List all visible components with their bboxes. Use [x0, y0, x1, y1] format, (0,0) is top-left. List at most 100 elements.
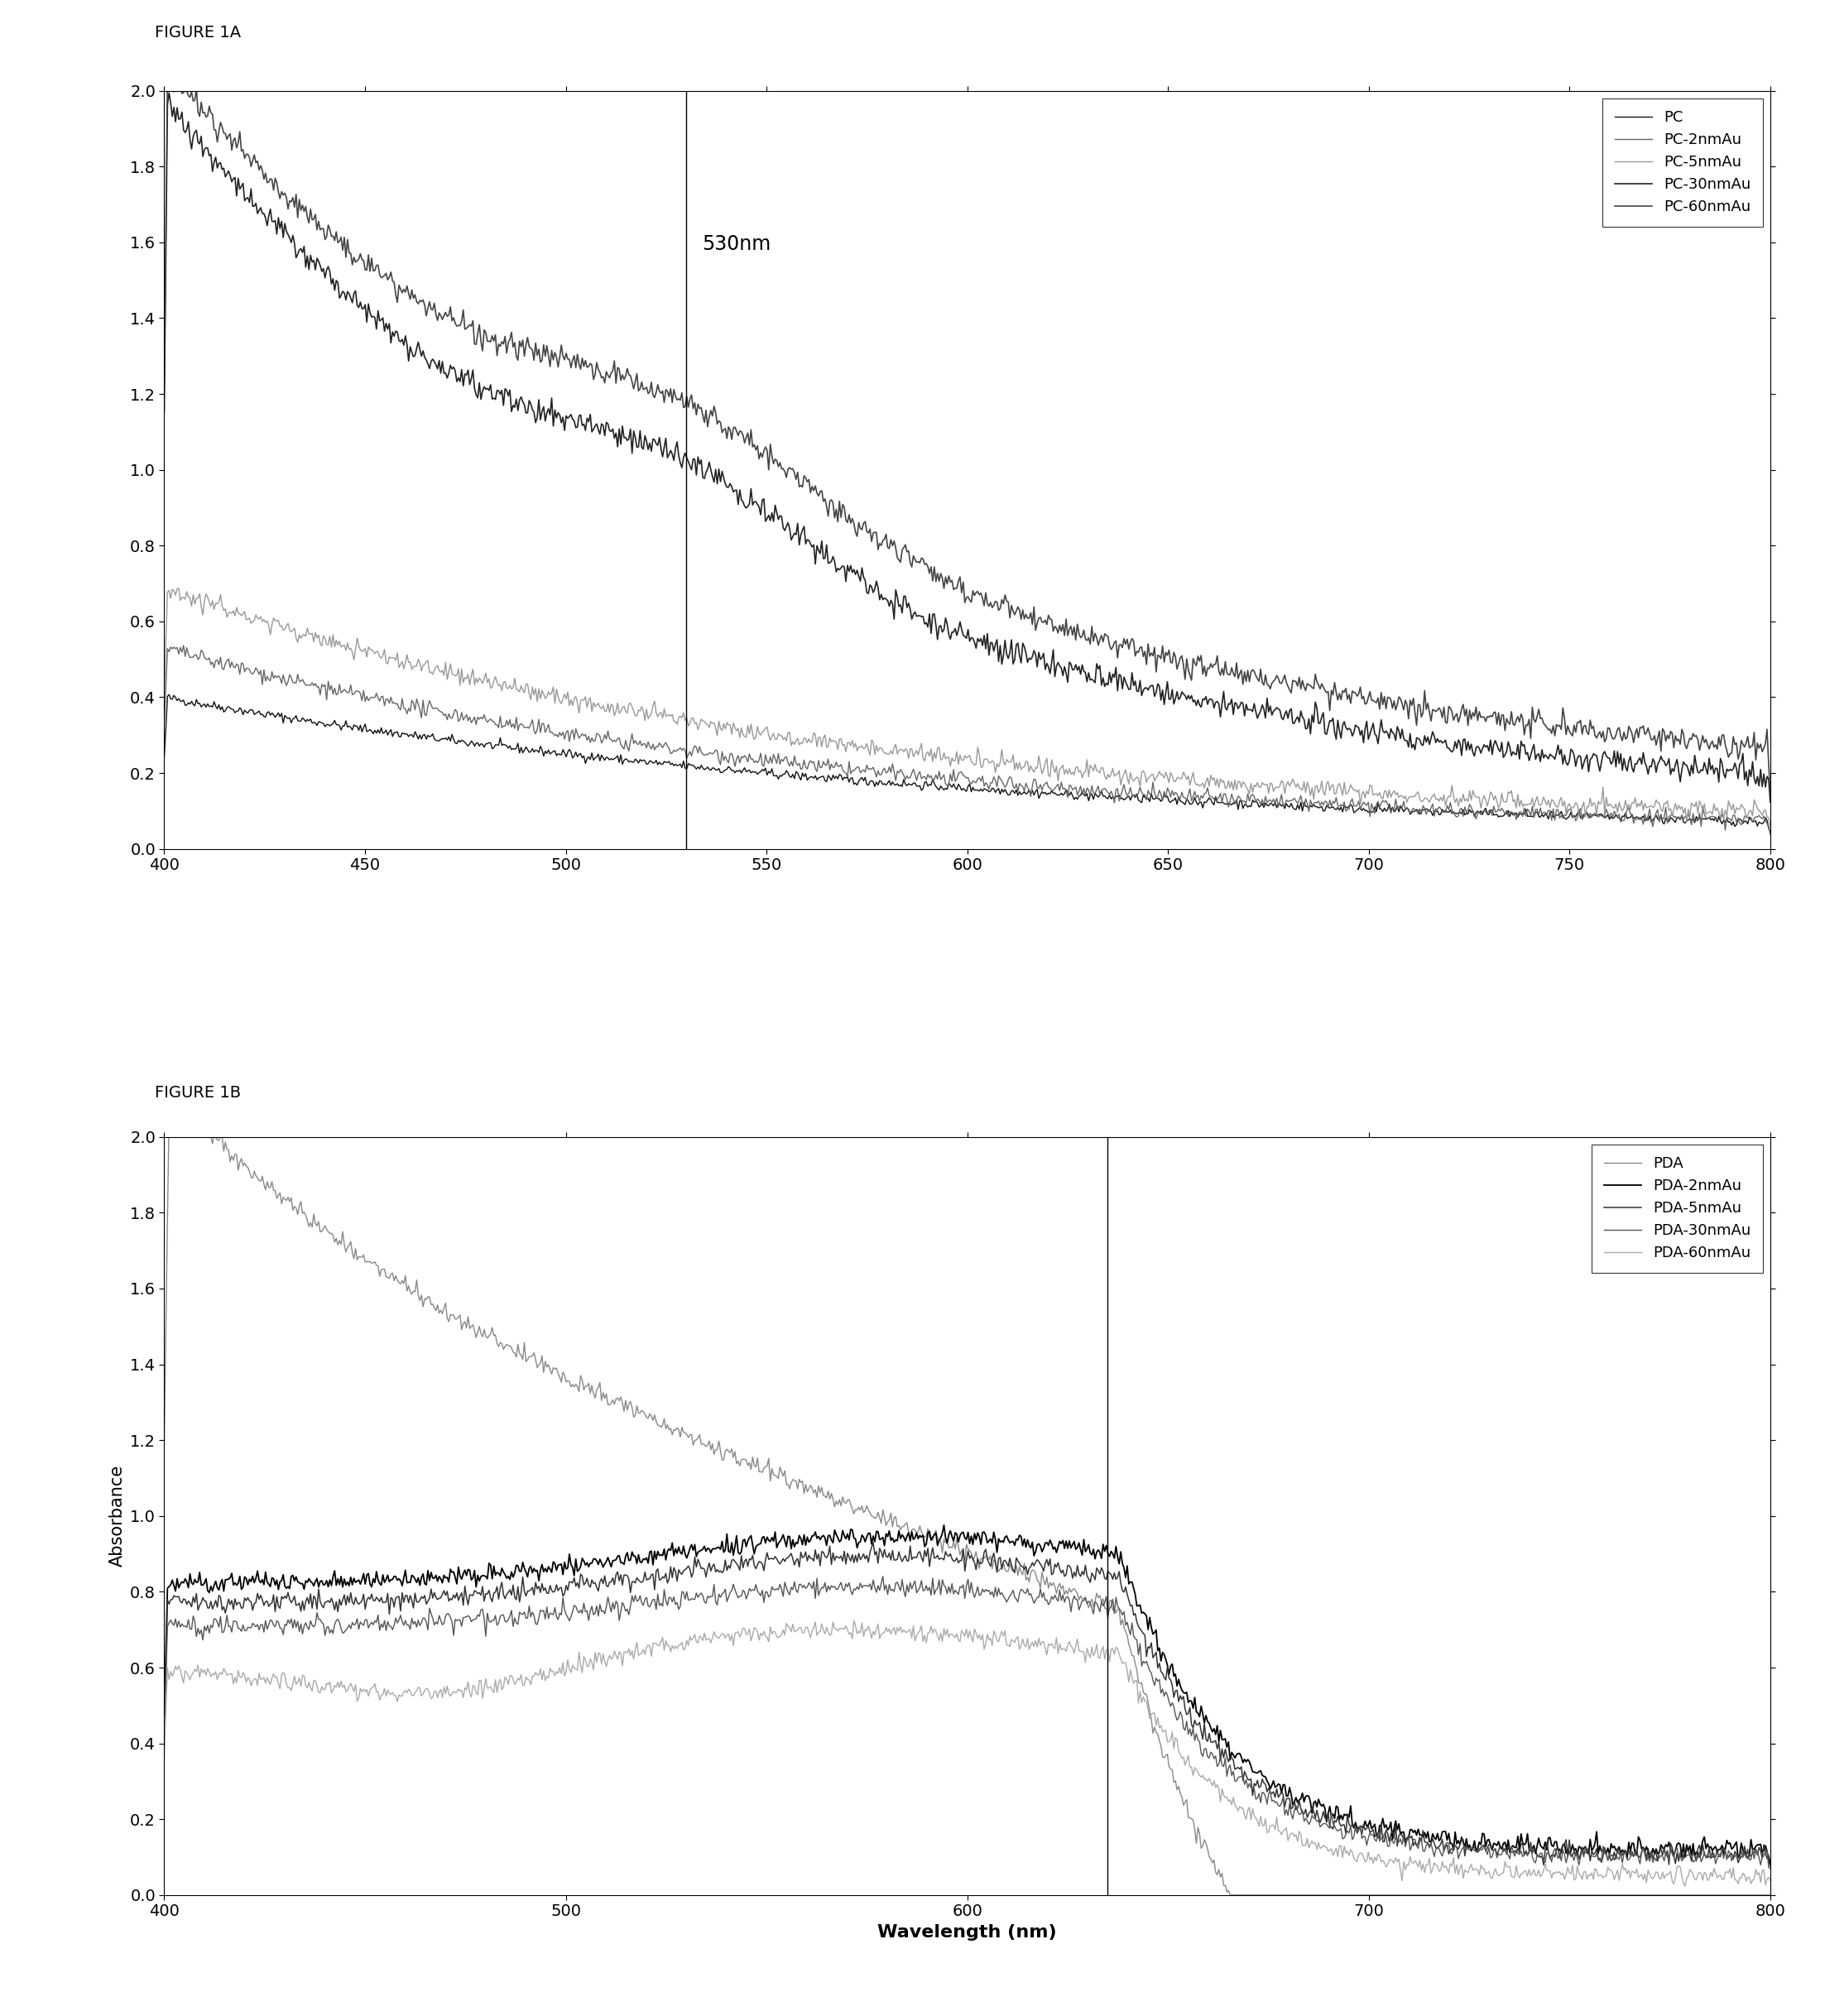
- PDA: [1759, 1883, 1781, 1907]
- PC-60nmAu: [319, 218, 341, 242]
- PDA: [159, 1107, 181, 1131]
- PDA-2nmAu: [1436, 1829, 1458, 1853]
- PC: [861, 770, 883, 794]
- PC-30nmAu: [805, 552, 827, 577]
- PDA-5nmAu: [1407, 1831, 1429, 1855]
- Y-axis label: Absorbance: Absorbance: [109, 1466, 126, 1566]
- PDA-5nmAu: [1257, 1776, 1279, 1800]
- PC-2nmAu: [861, 756, 883, 780]
- PDA-2nmAu: [1407, 1816, 1429, 1841]
- PC-2nmAu: [1759, 823, 1781, 847]
- PC-30nmAu: [159, 81, 181, 105]
- PDA-30nmAu: [318, 1615, 339, 1639]
- PC-5nmAu: [1257, 782, 1279, 806]
- PC: [1407, 798, 1429, 823]
- PDA-2nmAu: [933, 1514, 954, 1538]
- PDA: [1438, 1883, 1460, 1907]
- PC-60nmAu: [861, 520, 883, 544]
- Line: PDA-5nmAu: PDA-5nmAu: [164, 1542, 1770, 1865]
- PDA-2nmAu: [1257, 1772, 1279, 1796]
- Line: PC-2nmAu: PC-2nmAu: [164, 645, 1770, 835]
- PC-5nmAu: [153, 683, 175, 708]
- PC-5nmAu: [861, 730, 883, 754]
- PDA-2nmAu: [803, 1524, 825, 1548]
- PC-30nmAu: [1407, 726, 1429, 750]
- PDA-5nmAu: [861, 1530, 883, 1554]
- PC-30nmAu: [1436, 736, 1458, 760]
- PDA-2nmAu: [153, 1702, 175, 1726]
- Text: 530nm: 530nm: [703, 234, 772, 254]
- PDA-60nmAu: [843, 1609, 865, 1633]
- PDA: [319, 1222, 341, 1246]
- PDA: [1219, 1883, 1241, 1907]
- PC: [805, 764, 827, 788]
- PDA-60nmAu: [1257, 1820, 1279, 1845]
- PC-5nmAu: [805, 722, 827, 746]
- Text: FIGURE 1A: FIGURE 1A: [155, 24, 241, 40]
- PDA-30nmAu: [1257, 1782, 1279, 1806]
- PDA-60nmAu: [1436, 1857, 1458, 1881]
- PC-60nmAu: [805, 474, 827, 498]
- PDA-60nmAu: [1674, 1875, 1695, 1899]
- PDA-5nmAu: [803, 1548, 825, 1572]
- PDA-60nmAu: [803, 1615, 825, 1639]
- PDA-30nmAu: [803, 1570, 825, 1595]
- PDA-5nmAu: [1436, 1833, 1458, 1857]
- PDA-5nmAu: [1759, 1849, 1781, 1873]
- PC-5nmAu: [1759, 814, 1781, 839]
- PDA: [1259, 1883, 1281, 1907]
- X-axis label: Wavelength (nm): Wavelength (nm): [878, 1923, 1057, 1941]
- Text: FIGURE 1B: FIGURE 1B: [155, 1085, 241, 1101]
- PDA-2nmAu: [1759, 1853, 1781, 1877]
- PC: [1436, 800, 1458, 825]
- PC-2nmAu: [1436, 794, 1458, 818]
- Legend: PDA, PDA-2nmAu, PDA-5nmAu, PDA-30nmAu, PDA-60nmAu: PDA, PDA-2nmAu, PDA-5nmAu, PDA-30nmAu, P…: [1591, 1145, 1763, 1272]
- PDA: [1409, 1883, 1431, 1907]
- PC-5nmAu: [168, 577, 190, 601]
- PC-60nmAu: [153, 373, 175, 397]
- PC: [1257, 794, 1279, 818]
- PC-2nmAu: [1257, 788, 1279, 812]
- PC: [319, 714, 341, 738]
- PDA-30nmAu: [872, 1564, 894, 1589]
- PC: [159, 683, 181, 708]
- PC-60nmAu: [1407, 691, 1429, 716]
- PDA-5nmAu: [1533, 1853, 1555, 1877]
- PC: [153, 744, 175, 768]
- PDA-5nmAu: [153, 1704, 175, 1728]
- PDA-5nmAu: [861, 1534, 883, 1558]
- PDA: [153, 1427, 175, 1452]
- PDA-60nmAu: [153, 1744, 175, 1768]
- PC-5nmAu: [1407, 780, 1429, 804]
- PC-5nmAu: [1436, 786, 1458, 810]
- PC-30nmAu: [1257, 700, 1279, 724]
- PC-30nmAu: [153, 399, 175, 423]
- PDA-30nmAu: [1407, 1837, 1429, 1861]
- PDA-30nmAu: [1759, 1857, 1781, 1881]
- PC-60nmAu: [157, 60, 179, 85]
- PC: [1759, 818, 1781, 843]
- PDA-2nmAu: [861, 1532, 883, 1556]
- PDA-60nmAu: [318, 1673, 339, 1697]
- PDA-5nmAu: [318, 1589, 339, 1613]
- Line: PDA-30nmAu: PDA-30nmAu: [164, 1577, 1770, 1869]
- Line: PDA-2nmAu: PDA-2nmAu: [164, 1526, 1770, 1865]
- PC-2nmAu: [173, 633, 195, 657]
- PDA-60nmAu: [1759, 1869, 1781, 1893]
- PC-2nmAu: [805, 756, 827, 780]
- PDA-60nmAu: [861, 1619, 883, 1643]
- PDA-30nmAu: [153, 1722, 175, 1746]
- PC-60nmAu: [1436, 712, 1458, 736]
- PC-2nmAu: [1407, 802, 1429, 827]
- Line: PDA: PDA: [164, 1119, 1770, 1895]
- PDA: [805, 1478, 827, 1502]
- PC-2nmAu: [153, 712, 175, 736]
- PC-30nmAu: [319, 260, 341, 284]
- PDA-30nmAu: [861, 1579, 883, 1603]
- PC-60nmAu: [1759, 782, 1781, 806]
- Line: PC-5nmAu: PC-5nmAu: [164, 589, 1770, 827]
- PDA: [861, 1504, 883, 1528]
- PC-5nmAu: [319, 625, 341, 649]
- Line: PC-60nmAu: PC-60nmAu: [164, 73, 1770, 794]
- Line: PDA-60nmAu: PDA-60nmAu: [164, 1621, 1770, 1887]
